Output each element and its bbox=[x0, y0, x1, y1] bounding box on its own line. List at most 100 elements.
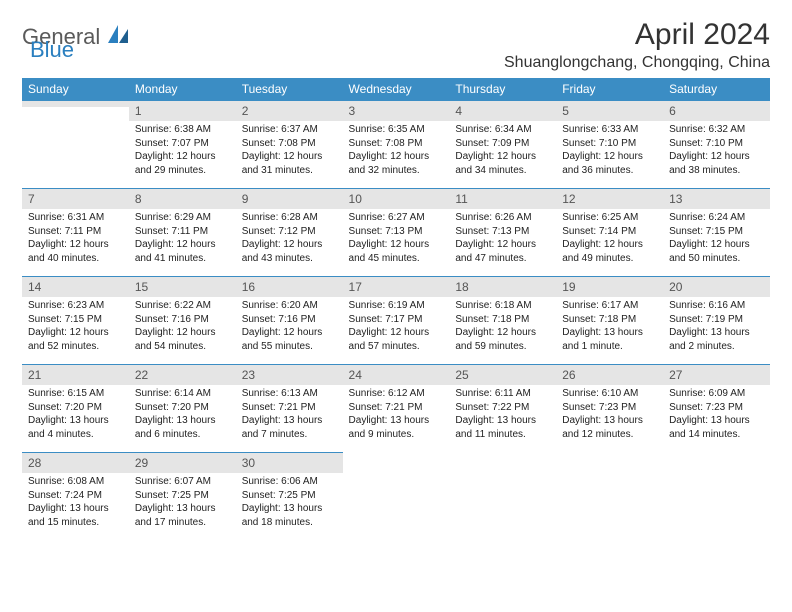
sunrise-text: Sunrise: 6:12 AM bbox=[349, 387, 444, 401]
daylight-text: Daylight: 12 hours and 50 minutes. bbox=[669, 238, 764, 265]
day-details: Sunrise: 6:08 AMSunset: 7:24 PMDaylight:… bbox=[22, 473, 129, 535]
sunrise-text: Sunrise: 6:19 AM bbox=[349, 299, 444, 313]
sunset-text: Sunset: 7:15 PM bbox=[669, 225, 764, 239]
calendar-cell: 1Sunrise: 6:38 AMSunset: 7:07 PMDaylight… bbox=[129, 101, 236, 189]
sunset-text: Sunset: 7:21 PM bbox=[349, 401, 444, 415]
day-details: Sunrise: 6:18 AMSunset: 7:18 PMDaylight:… bbox=[449, 297, 556, 359]
day-details: Sunrise: 6:27 AMSunset: 7:13 PMDaylight:… bbox=[343, 209, 450, 271]
sunset-text: Sunset: 7:24 PM bbox=[28, 489, 123, 503]
sunrise-text: Sunrise: 6:10 AM bbox=[562, 387, 657, 401]
calendar-cell: 12Sunrise: 6:25 AMSunset: 7:14 PMDayligh… bbox=[556, 189, 663, 277]
sunrise-text: Sunrise: 6:35 AM bbox=[349, 123, 444, 137]
sunrise-text: Sunrise: 6:29 AM bbox=[135, 211, 230, 225]
sunset-text: Sunset: 7:22 PM bbox=[455, 401, 550, 415]
weekday-header: Wednesday bbox=[343, 78, 450, 101]
day-number: 1 bbox=[129, 101, 236, 121]
logo-text-blue: Blue bbox=[30, 37, 74, 63]
day-number: 4 bbox=[449, 101, 556, 121]
calendar-week-row: 1Sunrise: 6:38 AMSunset: 7:07 PMDaylight… bbox=[22, 101, 770, 189]
sunrise-text: Sunrise: 6:14 AM bbox=[135, 387, 230, 401]
weekday-header-row: Sunday Monday Tuesday Wednesday Thursday… bbox=[22, 78, 770, 101]
day-number: 22 bbox=[129, 365, 236, 385]
day-details: Sunrise: 6:09 AMSunset: 7:23 PMDaylight:… bbox=[663, 385, 770, 447]
day-details: Sunrise: 6:24 AMSunset: 7:15 PMDaylight:… bbox=[663, 209, 770, 271]
day-details: Sunrise: 6:28 AMSunset: 7:12 PMDaylight:… bbox=[236, 209, 343, 271]
day-number: 16 bbox=[236, 277, 343, 297]
sunrise-text: Sunrise: 6:11 AM bbox=[455, 387, 550, 401]
sunrise-text: Sunrise: 6:17 AM bbox=[562, 299, 657, 313]
sunrise-text: Sunrise: 6:22 AM bbox=[135, 299, 230, 313]
day-details: Sunrise: 6:14 AMSunset: 7:20 PMDaylight:… bbox=[129, 385, 236, 447]
calendar-cell: 21Sunrise: 6:15 AMSunset: 7:20 PMDayligh… bbox=[22, 365, 129, 453]
day-details: Sunrise: 6:16 AMSunset: 7:19 PMDaylight:… bbox=[663, 297, 770, 359]
sunrise-text: Sunrise: 6:24 AM bbox=[669, 211, 764, 225]
calendar-cell: 4Sunrise: 6:34 AMSunset: 7:09 PMDaylight… bbox=[449, 101, 556, 189]
weekday-header: Thursday bbox=[449, 78, 556, 101]
daylight-text: Daylight: 12 hours and 49 minutes. bbox=[562, 238, 657, 265]
calendar-cell: 28Sunrise: 6:08 AMSunset: 7:24 PMDayligh… bbox=[22, 453, 129, 541]
calendar-cell: 17Sunrise: 6:19 AMSunset: 7:17 PMDayligh… bbox=[343, 277, 450, 365]
calendar-cell: 3Sunrise: 6:35 AMSunset: 7:08 PMDaylight… bbox=[343, 101, 450, 189]
day-number: 12 bbox=[556, 189, 663, 209]
sunset-text: Sunset: 7:11 PM bbox=[135, 225, 230, 239]
calendar-cell: 15 Sunrise: 6:22 AMSunset: 7:16 PMDayligh… bbox=[129, 277, 236, 365]
day-number: 3 bbox=[343, 101, 450, 121]
sunset-text: Sunset: 7:23 PM bbox=[669, 401, 764, 415]
daylight-text: Daylight: 13 hours and 4 minutes. bbox=[28, 414, 123, 441]
daylight-text: Daylight: 12 hours and 29 minutes. bbox=[135, 150, 230, 177]
daylight-text: Daylight: 12 hours and 45 minutes. bbox=[349, 238, 444, 265]
daylight-text: Daylight: 12 hours and 31 minutes. bbox=[242, 150, 337, 177]
daylight-text: Daylight: 12 hours and 54 minutes. bbox=[135, 326, 230, 353]
day-number: 14 bbox=[22, 277, 129, 297]
weekday-header: Monday bbox=[129, 78, 236, 101]
sunrise-text: Sunrise: 6:23 AM bbox=[28, 299, 123, 313]
day-details: Sunrise: 6:34 AMSunset: 7:09 PMDaylight:… bbox=[449, 121, 556, 183]
daylight-text: Daylight: 13 hours and 11 minutes. bbox=[455, 414, 550, 441]
day-number: 15 bbox=[129, 277, 236, 297]
daylight-text: Daylight: 12 hours and 57 minutes. bbox=[349, 326, 444, 353]
day-number: 5 bbox=[556, 101, 663, 121]
day-details bbox=[343, 459, 450, 467]
day-details: Sunrise: 6:37 AMSunset: 7:08 PMDaylight:… bbox=[236, 121, 343, 183]
day-details: Sunrise: 6:15 AMSunset: 7:20 PMDaylight:… bbox=[22, 385, 129, 447]
sunrise-text: Sunrise: 6:28 AM bbox=[242, 211, 337, 225]
day-details bbox=[663, 459, 770, 467]
page-title: April 2024 bbox=[504, 18, 770, 52]
calendar-cell bbox=[663, 453, 770, 541]
day-details: Sunrise: 6:23 AMSunset: 7:15 PMDaylight:… bbox=[22, 297, 129, 359]
daylight-text: Daylight: 13 hours and 14 minutes. bbox=[669, 414, 764, 441]
calendar-cell: 5Sunrise: 6:33 AMSunset: 7:10 PMDaylight… bbox=[556, 101, 663, 189]
calendar-cell bbox=[22, 101, 129, 189]
day-details: Sunrise: 6:10 AMSunset: 7:23 PMDaylight:… bbox=[556, 385, 663, 447]
day-number: 2 bbox=[236, 101, 343, 121]
sunset-text: Sunset: 7:18 PM bbox=[562, 313, 657, 327]
header: General Blue April 2024 Shuanglongchang,… bbox=[22, 18, 770, 72]
daylight-text: Daylight: 13 hours and 15 minutes. bbox=[28, 502, 123, 529]
location-text: Shuanglongchang, Chongqing, China bbox=[504, 54, 770, 72]
calendar-cell: 2Sunrise: 6:37 AMSunset: 7:08 PMDaylight… bbox=[236, 101, 343, 189]
calendar-cell: 14Sunrise: 6:23 AMSunset: 7:15 PMDayligh… bbox=[22, 277, 129, 365]
day-details bbox=[22, 107, 129, 115]
day-details: Sunrise: 6:26 AMSunset: 7:13 PMDaylight:… bbox=[449, 209, 556, 271]
day-number: 18 bbox=[449, 277, 556, 297]
sunset-text: Sunset: 7:08 PM bbox=[242, 137, 337, 151]
day-number: 28 bbox=[22, 453, 129, 473]
daylight-text: Daylight: 13 hours and 1 minute. bbox=[562, 326, 657, 353]
sunset-text: Sunset: 7:15 PM bbox=[28, 313, 123, 327]
calendar-cell: 16Sunrise: 6:20 AMSunset: 7:16 PMDayligh… bbox=[236, 277, 343, 365]
daylight-text: Daylight: 12 hours and 43 minutes. bbox=[242, 238, 337, 265]
calendar-cell: 22Sunrise: 6:14 AMSunset: 7:20 PMDayligh… bbox=[129, 365, 236, 453]
calendar-cell: 25Sunrise: 6:11 AMSunset: 7:22 PMDayligh… bbox=[449, 365, 556, 453]
day-number: 27 bbox=[663, 365, 770, 385]
sunrise-text: Sunrise: 6:37 AM bbox=[242, 123, 337, 137]
day-details bbox=[449, 459, 556, 467]
daylight-text: Daylight: 12 hours and 47 minutes. bbox=[455, 238, 550, 265]
calendar-cell: 18Sunrise: 6:18 AMSunset: 7:18 PMDayligh… bbox=[449, 277, 556, 365]
sunset-text: Sunset: 7:16 PM bbox=[135, 313, 230, 327]
calendar-week-row: 21Sunrise: 6:15 AMSunset: 7:20 PMDayligh… bbox=[22, 365, 770, 453]
daylight-text: Daylight: 12 hours and 52 minutes. bbox=[28, 326, 123, 353]
sunrise-text: Sunrise: 6:13 AM bbox=[242, 387, 337, 401]
day-number: 20 bbox=[663, 277, 770, 297]
daylight-text: Daylight: 13 hours and 18 minutes. bbox=[242, 502, 337, 529]
sunrise-text: Sunrise: 6:15 AM bbox=[28, 387, 123, 401]
